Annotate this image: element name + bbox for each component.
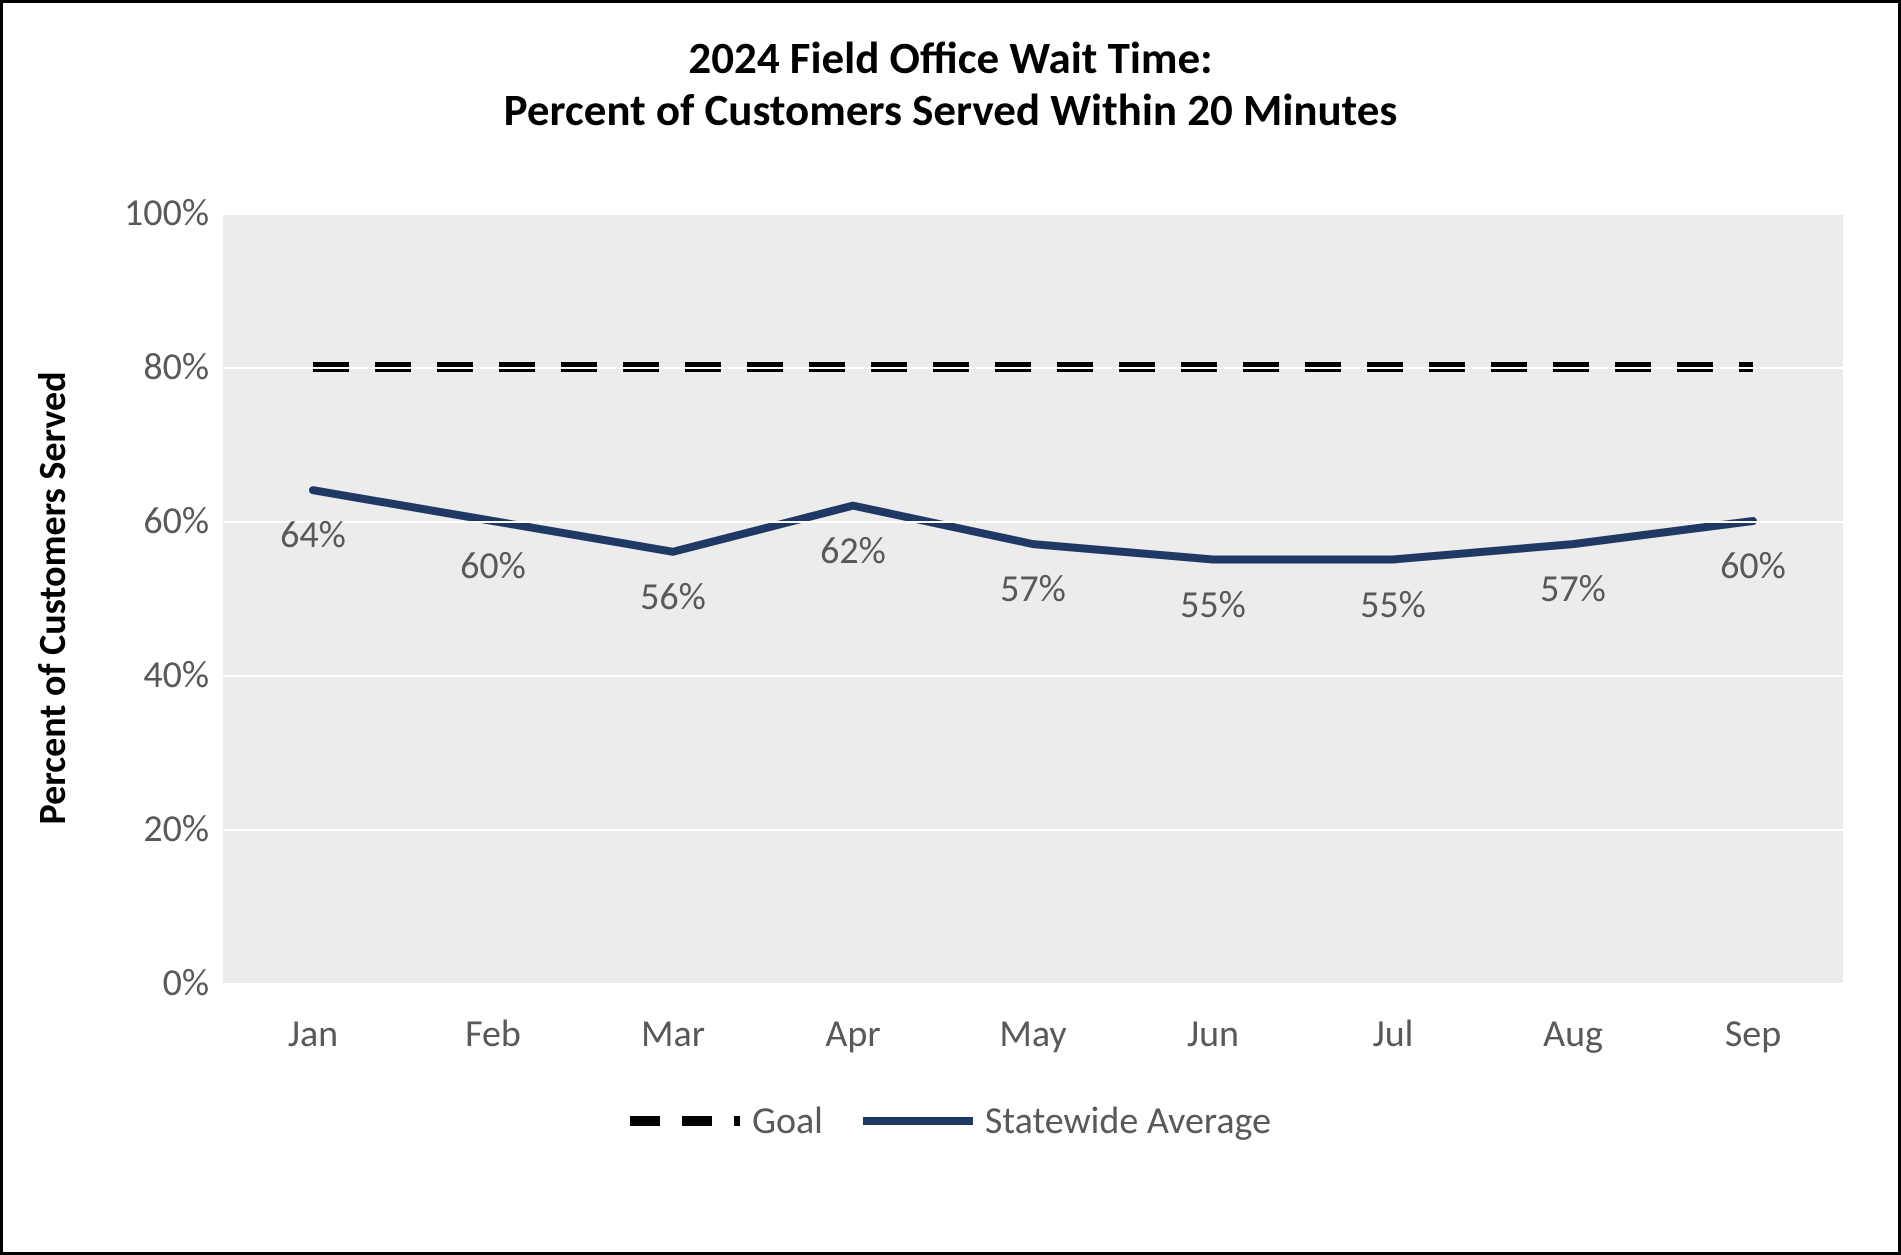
data-label: 64% [280,512,346,558]
legend-swatch-goal-svg [630,1114,740,1128]
x-tick-label: May [999,983,1066,1057]
gridline [223,675,1843,677]
legend-swatch-avg-svg [863,1114,973,1128]
legend-label-avg: Statewide Average [985,1098,1271,1144]
legend-label-goal: Goal [752,1098,823,1144]
x-tick-label: Jun [1187,983,1239,1057]
y-tick-label: 100% [124,190,223,236]
legend-item-goal: Goal [630,1098,823,1144]
data-label: 60% [1720,543,1786,589]
series-avg-line [313,490,1753,559]
x-tick-label: Jan [288,983,338,1057]
gridline [223,213,1843,215]
y-axis-title: Percent of Customers Served [30,372,76,825]
data-label: 57% [1540,566,1606,612]
legend-item-avg: Statewide Average [863,1098,1271,1144]
x-tick-label: Mar [641,983,705,1057]
y-tick-label: 40% [143,652,223,698]
y-tick-label: 60% [143,498,223,544]
legend-swatch-avg [863,1114,973,1128]
legend-swatch-goal [630,1114,740,1128]
data-label: 56% [640,574,706,620]
chart-frame: 2024 Field Office Wait Time: Percent of … [0,0,1901,1255]
legend: Goal Statewide Average [3,1098,1898,1144]
data-label: 55% [1360,582,1426,628]
x-tick-label: Jul [1373,983,1414,1057]
y-tick-label: 80% [143,344,223,390]
plot-wrap: Percent of Customers Served 0%20%40%60%8… [3,3,1898,1252]
data-label: 60% [460,543,526,589]
x-tick-label: Sep [1725,983,1781,1057]
y-tick-label: 20% [143,806,223,852]
gridline [223,521,1843,523]
data-label: 62% [820,528,886,574]
plot-area: 0%20%40%60%80%100%JanFebMarAprMayJunJulA… [223,213,1843,983]
x-tick-label: Feb [465,983,521,1057]
x-tick-label: Aug [1543,983,1603,1057]
gridline [223,829,1843,831]
x-tick-label: Apr [825,983,880,1057]
gridline [223,367,1843,369]
data-label: 55% [1180,582,1246,628]
data-label: 57% [1000,566,1066,612]
y-tick-label: 0% [163,960,223,1006]
